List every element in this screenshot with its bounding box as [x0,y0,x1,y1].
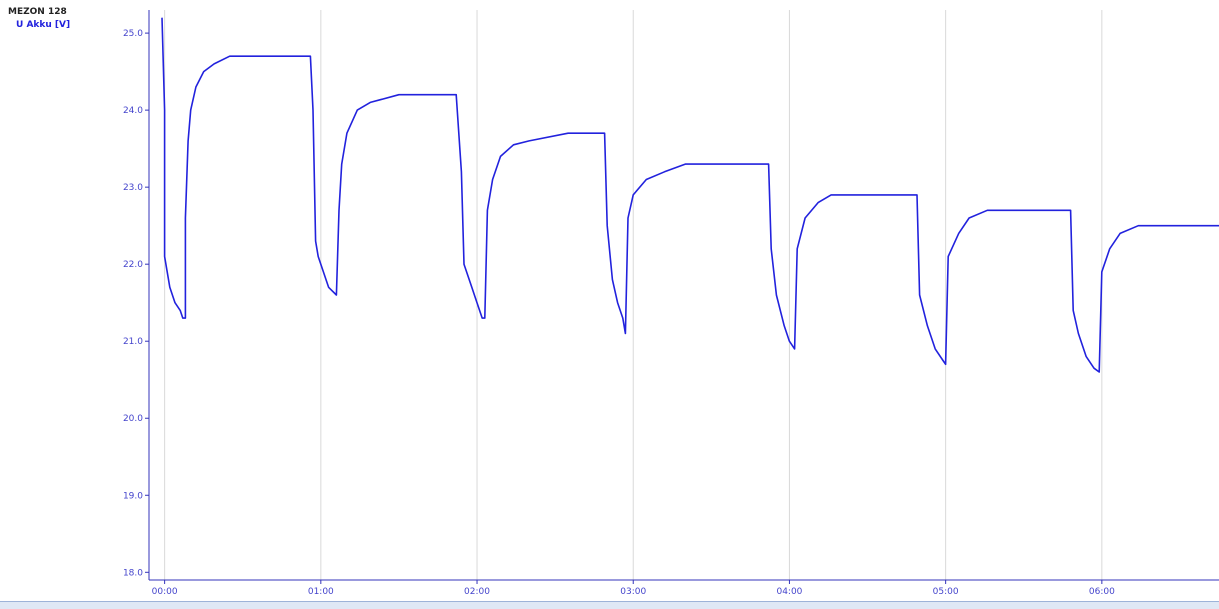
horizontal-scrollbar[interactable] [0,601,1219,609]
series-line-u-akku [161,17,1219,373]
chart-legend: MEZON 128 U Akku [V] [8,6,70,32]
x-tick-label: 05:00 [933,587,959,597]
legend-series-label: U Akku [V] [16,20,71,30]
y-tick-label: 19.0 [123,491,143,501]
x-tick-label: 01:00 [308,587,334,597]
y-tick-label: 21.0 [123,337,143,347]
y-tick-label: 20.0 [123,414,143,424]
y-tick-label: 22.0 [123,260,143,270]
x-tick-label: 03:00 [620,587,646,597]
series-layer [161,17,1219,373]
y-tick-label: 24.0 [123,106,143,116]
y-tick-label: 25.0 [123,29,143,39]
x-tick-label: 04:00 [776,587,802,597]
x-tick-label: 00:00 [152,587,178,597]
tick-labels: 00:00 01:00 02:00 03:00 04:00 05:00 06:00 18.0 1… [123,29,1115,597]
x-tick-label: 02:00 [464,587,490,597]
axes [145,10,1219,584]
y-tick-label: 23.0 [123,183,143,193]
legend-device-name: MEZON 128 [8,7,67,17]
y-tick-label: 18.0 [123,568,143,578]
gridlines [164,10,1103,580]
x-tick-label: 06:00 [1089,587,1115,597]
